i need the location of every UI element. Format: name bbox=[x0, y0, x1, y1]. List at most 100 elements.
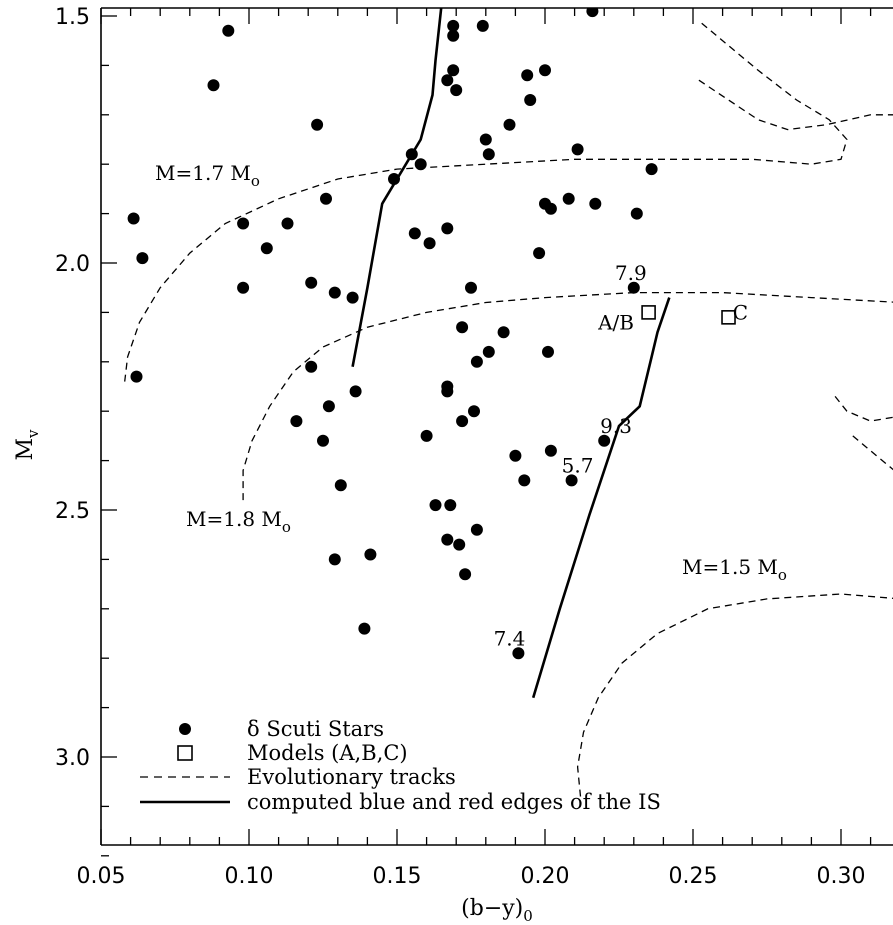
delta-scuti-star-point bbox=[136, 252, 149, 265]
delta-scuti-star-point bbox=[459, 568, 472, 581]
annotation-label: 7.4 bbox=[494, 626, 526, 650]
annotation-label: 5.7 bbox=[562, 454, 594, 478]
delta-scuti-star-point bbox=[281, 217, 294, 230]
track-mass-label: M=1.8 Mo bbox=[186, 507, 291, 536]
legend-label: computed blue and red edges of the IS bbox=[247, 790, 661, 814]
delta-scuti-star-point bbox=[237, 217, 250, 230]
delta-scuti-star-point bbox=[503, 118, 516, 131]
delta-scuti-star-point bbox=[429, 499, 442, 512]
delta-scuti-star-point bbox=[524, 94, 537, 106]
delta-scuti-star-point bbox=[586, 8, 599, 18]
delta-scuti-star-point bbox=[476, 19, 489, 32]
x-tick-label: 0.30 bbox=[817, 864, 866, 889]
delta-scuti-star-point bbox=[521, 69, 534, 82]
delta-scuti-star-point bbox=[305, 360, 318, 373]
delta-scuti-star-point bbox=[408, 227, 421, 240]
delta-scuti-star-point bbox=[334, 479, 347, 492]
delta-scuti-star-point bbox=[533, 247, 546, 260]
y-tick-label: 1.5 bbox=[55, 5, 90, 30]
x-tick-label: 0.20 bbox=[521, 864, 570, 889]
blue-edge-line bbox=[351, 8, 443, 367]
delta-scuti-star-point bbox=[645, 163, 658, 176]
delta-scuti-star-point bbox=[589, 197, 602, 210]
legend-label: δ Scuti Stars bbox=[247, 717, 384, 741]
instability-strip-edges bbox=[351, 8, 671, 699]
delta-scuti-star-point bbox=[311, 118, 324, 131]
delta-scuti-star-point bbox=[627, 281, 640, 294]
delta-scuti-star-point bbox=[349, 385, 362, 398]
delta-scuti-star-point bbox=[222, 24, 235, 37]
delta-scuti-star-point bbox=[542, 345, 554, 358]
evolutionary-track bbox=[124, 20, 848, 382]
delta-scuti-star-point bbox=[388, 173, 400, 185]
delta-scuti-star-point bbox=[465, 281, 477, 294]
annotation-label: C bbox=[733, 300, 748, 324]
x-tick-label: 0.10 bbox=[225, 864, 274, 889]
red-edge-line bbox=[531, 297, 671, 699]
delta-scuti-star-point bbox=[497, 326, 510, 339]
y-tick-label: 3.0 bbox=[55, 746, 90, 771]
delta-scuti-stars bbox=[127, 8, 658, 660]
delta-scuti-star-point bbox=[482, 345, 495, 358]
delta-scuti-star-point bbox=[453, 538, 466, 551]
delta-scuti-star-point bbox=[441, 74, 454, 87]
evolutionary-track bbox=[834, 395, 893, 422]
delta-scuti-star-point bbox=[237, 281, 250, 294]
legend-model-symbol bbox=[177, 745, 193, 761]
delta-scuti-star-point bbox=[322, 400, 335, 413]
delta-scuti-star-point bbox=[544, 202, 557, 215]
delta-scuti-star-point bbox=[456, 321, 469, 334]
track-mass-label: M=1.5 Mo bbox=[682, 555, 787, 584]
x-tick-label: 0.25 bbox=[669, 864, 718, 889]
plot-frame bbox=[100, 7, 893, 846]
delta-scuti-star-point bbox=[571, 143, 584, 156]
delta-scuti-star-point bbox=[207, 79, 220, 92]
delta-scuti-star-point bbox=[441, 533, 454, 546]
delta-scuti-star-point bbox=[544, 444, 557, 457]
delta-scuti-star-point bbox=[317, 434, 329, 447]
delta-scuti-star-point bbox=[441, 222, 454, 235]
delta-scuti-star-point bbox=[447, 19, 460, 32]
delta-scuti-star-point bbox=[562, 192, 575, 205]
evolutionary-track bbox=[576, 593, 893, 797]
delta-scuti-star-point bbox=[441, 385, 454, 398]
delta-scuti-star-point bbox=[470, 355, 483, 368]
annotation-label: A/B bbox=[597, 310, 634, 334]
axis-titles: (b−y)0 Mv bbox=[13, 429, 533, 925]
delta-scuti-star-point bbox=[598, 434, 611, 447]
delta-scuti-star-point bbox=[444, 499, 457, 512]
delta-scuti-star-point bbox=[512, 647, 525, 660]
delta-scuti-star-point bbox=[423, 237, 436, 250]
delta-scuti-star-point bbox=[405, 148, 418, 161]
delta-scuti-star-point bbox=[127, 212, 140, 225]
model-markers bbox=[641, 305, 736, 325]
delta-scuti-star-point bbox=[518, 474, 531, 487]
y-tick-label: 2.5 bbox=[55, 499, 90, 524]
x-tick-label: 0.05 bbox=[77, 864, 126, 889]
delta-scuti-star-point bbox=[630, 207, 643, 220]
delta-scuti-star-point bbox=[456, 415, 469, 428]
delta-scuti-star-point bbox=[539, 64, 551, 77]
delta-scuti-star-point bbox=[346, 291, 359, 304]
legend-label: Models (A,B,C) bbox=[247, 741, 408, 765]
evolutionary-tracks bbox=[124, 20, 893, 797]
x-tick-label: 0.15 bbox=[373, 864, 422, 889]
y-axis-title: Mv bbox=[13, 429, 42, 461]
model-ab-marker bbox=[641, 305, 656, 320]
evolutionary-track bbox=[698, 79, 893, 131]
delta-scuti-star-point bbox=[260, 242, 273, 255]
delta-scuti-star-point bbox=[358, 622, 371, 635]
y-tick-label: 2.0 bbox=[55, 252, 90, 277]
legend-star-symbol bbox=[179, 723, 191, 735]
delta-scuti-star-point bbox=[447, 29, 460, 42]
delta-scuti-star-point bbox=[320, 192, 332, 205]
delta-scuti-star-point bbox=[414, 158, 427, 171]
delta-scuti-star-point bbox=[328, 286, 341, 299]
delta-scuti-star-point bbox=[450, 84, 463, 97]
legend-label: Evolutionary tracks bbox=[247, 765, 456, 789]
delta-scuti-star-point bbox=[509, 449, 522, 462]
annotation-label: 7.9 bbox=[615, 261, 647, 285]
evolutionary-track bbox=[242, 291, 893, 501]
